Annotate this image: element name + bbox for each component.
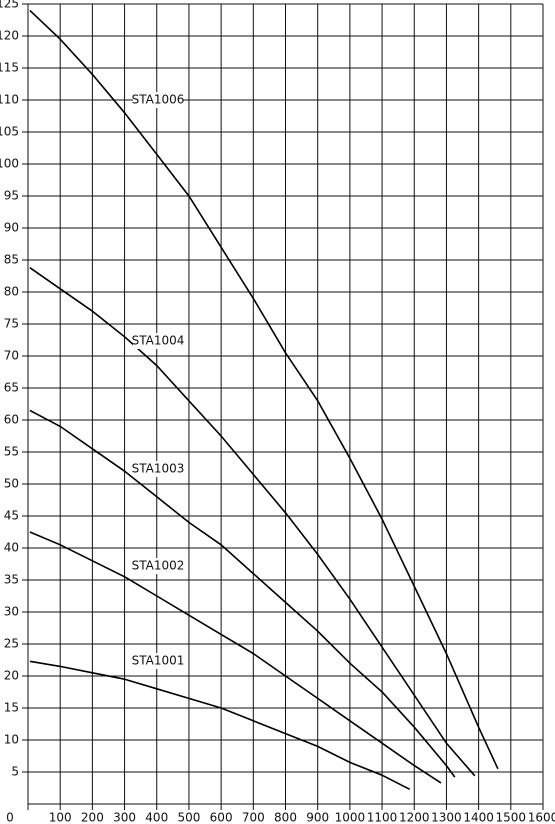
y-tick-label: 20 [4, 669, 19, 683]
y-tick-label: 5 [11, 765, 19, 779]
x-tick-label: 100 [49, 811, 72, 824]
y-tick-label: 110 [0, 93, 19, 107]
x-tick-label: 800 [274, 811, 297, 824]
curve-label: STA1006 [132, 93, 185, 107]
curve-label: STA1003 [132, 462, 185, 476]
y-tick-label: 85 [4, 253, 19, 267]
x-tick-label: 1300 [431, 811, 462, 824]
x-tick-label: 1600 [528, 811, 555, 824]
curve-label: STA1002 [132, 559, 185, 573]
y-tick-label: 90 [4, 221, 19, 235]
y-tick-label: 25 [4, 637, 19, 651]
y-tick-label: 15 [4, 701, 19, 715]
curve [29, 531, 442, 784]
curve-label-bg [133, 461, 183, 477]
x-tick-label: 1100 [367, 811, 398, 824]
curve-label: STA1001 [132, 654, 185, 668]
curve-label-bg [133, 92, 183, 108]
y-tick-label: 60 [4, 413, 19, 427]
curve [29, 660, 411, 791]
curve-label-bg [133, 333, 183, 349]
x-tick-label: 1000 [335, 811, 366, 824]
y-tick-label: 65 [4, 381, 19, 395]
y-tick-label: 70 [4, 349, 19, 363]
curve-label-bg [133, 558, 183, 574]
y-tick-label: 95 [4, 189, 19, 203]
y-tick-label: 115 [0, 61, 19, 75]
x-tick-label: 900 [306, 811, 329, 824]
x-tick-label: 0 [6, 811, 14, 824]
y-tick-label: 35 [4, 573, 19, 587]
x-tick-label: 600 [210, 811, 233, 824]
y-tick-label: 30 [4, 605, 19, 619]
y-tick-label: 10 [4, 733, 19, 747]
x-tick-label: 1200 [399, 811, 430, 824]
y-tick-label: 75 [4, 317, 19, 331]
y-tick-label: 120 [0, 29, 19, 43]
curve-label-bg [133, 653, 183, 669]
x-tick-label: 300 [113, 811, 136, 824]
y-tick-label: 100 [0, 157, 19, 171]
curve [29, 267, 476, 777]
x-tick-label: 500 [177, 811, 200, 824]
y-tick-label: 40 [4, 541, 19, 555]
x-tick-label: 1500 [496, 811, 527, 824]
y-tick-label: 50 [4, 477, 19, 491]
curve [29, 409, 456, 778]
y-tick-label: 105 [0, 125, 19, 139]
x-tick-label: 1400 [463, 811, 494, 824]
y-tick-label: 125 [0, 0, 19, 11]
y-tick-label: 45 [4, 509, 19, 523]
x-tick-label: 400 [145, 811, 168, 824]
curve-label: STA1004 [132, 334, 185, 348]
y-tick-label: 55 [4, 445, 19, 459]
y-tick-label: 80 [4, 285, 19, 299]
curve [29, 9, 499, 770]
x-tick-label: 700 [242, 811, 265, 824]
x-tick-label: 200 [81, 811, 104, 824]
